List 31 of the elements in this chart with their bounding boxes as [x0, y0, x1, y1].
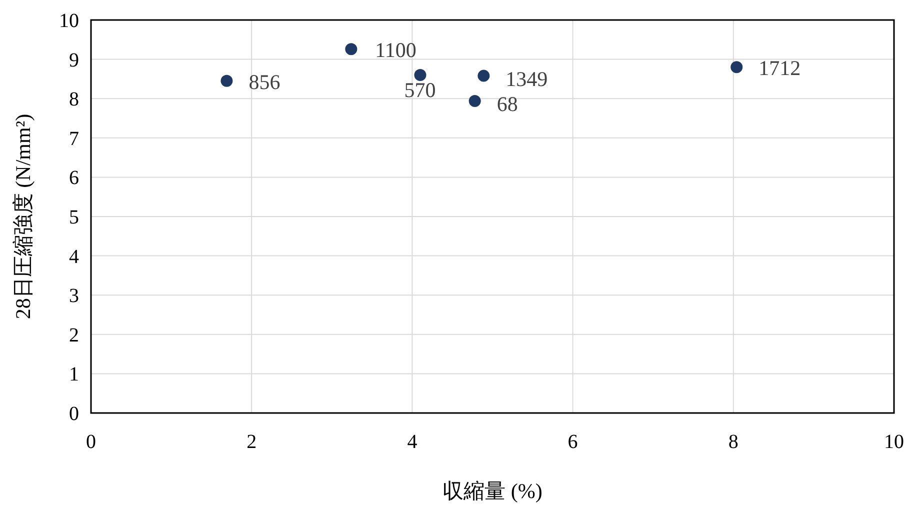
y-tick-label: 8 — [69, 88, 79, 111]
point — [220, 74, 233, 87]
y-tick-label: 10 — [59, 10, 79, 32]
y-axis-title: 28日圧縮強度 (N/mm²) — [11, 114, 35, 320]
x-tick-label: 8 — [728, 431, 738, 453]
annotation: 1100 — [375, 38, 416, 62]
y-tick-label: 1 — [69, 364, 79, 386]
y-tick-label: 5 — [69, 206, 79, 228]
point — [345, 43, 358, 56]
y-tick-label: 3 — [69, 285, 79, 308]
annotation: 1349 — [506, 66, 548, 91]
y-tick-label: 4 — [69, 246, 79, 268]
annotation: 68 — [496, 92, 518, 116]
x-tick-label: 0 — [86, 431, 96, 453]
x-tick-label: 4 — [407, 431, 418, 453]
y-tick-label: 2 — [69, 324, 79, 346]
point — [730, 61, 743, 74]
y-tick-label: 9 — [69, 49, 79, 72]
x-tick-label: 6 — [568, 431, 578, 453]
point — [414, 69, 426, 82]
annotation: 856 — [248, 70, 280, 94]
point — [468, 94, 481, 107]
annotation: 570 — [404, 78, 436, 102]
x-tick-label: 10 — [884, 431, 904, 453]
y-tick-label: 7 — [69, 128, 79, 150]
x-tick-label: 2 — [246, 431, 257, 453]
x-axis-title: 収縮量 (%) — [442, 479, 542, 503]
y-tick-label: 6 — [69, 167, 79, 190]
y-tick-label: 0 — [69, 403, 79, 425]
annotation: 1712 — [758, 56, 801, 80]
point — [478, 70, 490, 82]
